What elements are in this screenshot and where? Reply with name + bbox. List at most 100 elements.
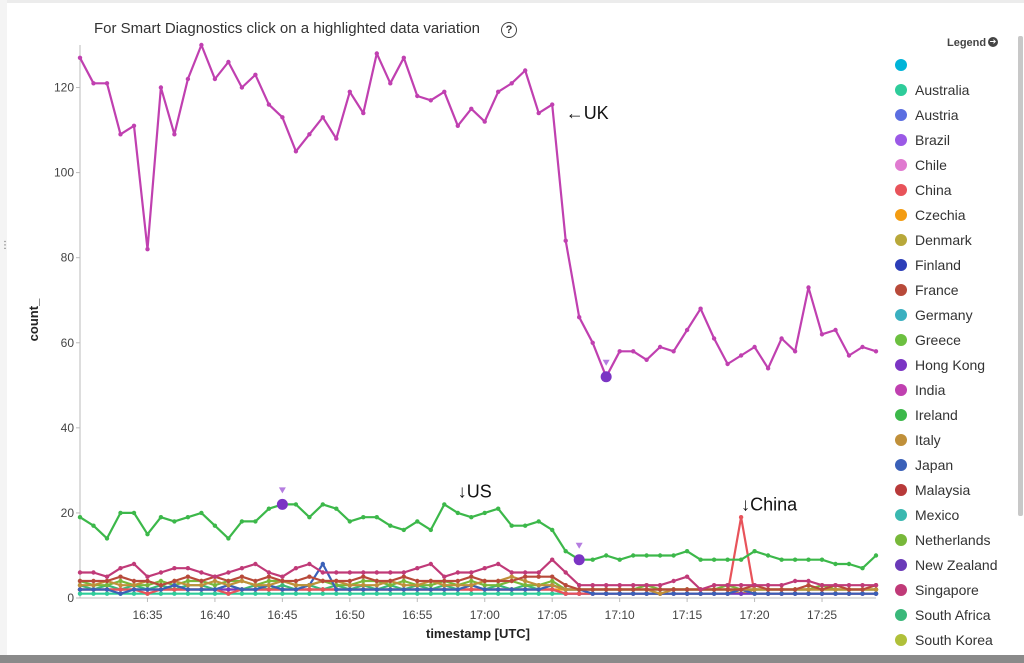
data-point[interactable] [239,519,245,524]
data-point[interactable] [118,587,123,592]
data-point[interactable] [833,587,838,592]
data-point[interactable] [792,587,798,592]
data-point[interactable] [469,591,474,596]
data-point[interactable] [361,515,366,520]
data-point[interactable] [293,578,299,584]
data-point[interactable] [253,587,258,592]
data-point[interactable] [455,510,460,516]
data-point[interactable] [253,583,258,588]
data-point[interactable] [455,570,460,575]
data-point[interactable] [131,561,137,567]
data-point[interactable] [657,587,663,592]
data-point[interactable] [563,549,568,554]
data-point[interactable] [266,574,272,579]
data-point[interactable] [118,591,123,596]
data-point[interactable] [266,591,272,596]
data-point[interactable] [415,587,420,592]
data-point[interactable] [104,81,110,86]
data-point[interactable] [361,591,366,596]
data-point[interactable] [239,591,245,596]
highlighted-variation-point[interactable] [276,498,288,510]
data-point[interactable] [509,523,514,528]
data-point[interactable] [657,553,663,558]
data-point[interactable] [604,591,609,596]
data-point[interactable] [631,553,636,558]
data-point[interactable] [226,536,231,541]
data-point[interactable] [604,553,609,558]
legend-item[interactable]: South Korea [895,627,998,652]
data-point[interactable] [199,587,204,592]
data-point[interactable] [644,583,649,588]
data-point[interactable] [91,578,96,584]
data-point[interactable] [469,574,474,579]
data-point[interactable] [172,591,177,596]
data-point[interactable] [819,332,825,337]
data-point[interactable] [239,587,245,592]
data-point[interactable] [145,578,150,584]
data-point[interactable] [334,570,339,575]
data-point[interactable] [860,591,865,596]
data-point[interactable] [455,591,460,596]
data-point[interactable] [266,506,272,511]
data-point[interactable] [266,587,272,592]
data-point[interactable] [765,583,771,588]
data-point[interactable] [873,553,879,558]
data-point[interactable] [469,106,474,112]
data-point[interactable] [671,553,676,558]
data-point[interactable] [77,591,83,596]
data-point[interactable] [846,591,852,596]
question-circle-icon[interactable]: ? [501,22,517,38]
data-point[interactable] [577,587,582,592]
data-point[interactable] [388,570,393,575]
data-point[interactable] [765,366,771,371]
data-point[interactable] [496,561,501,567]
data-point[interactable] [738,591,744,596]
data-point[interactable] [752,591,757,596]
data-point[interactable] [172,583,177,588]
data-point[interactable] [442,578,447,584]
data-point[interactable] [792,557,798,562]
data-point[interactable] [401,55,406,60]
series-india[interactable] [77,42,879,379]
data-point[interactable] [266,583,272,588]
data-point[interactable] [509,574,514,579]
data-point[interactable] [320,502,325,507]
data-point[interactable] [158,591,164,596]
data-point[interactable] [415,519,420,524]
data-point[interactable] [226,59,231,65]
data-point[interactable] [550,557,555,562]
data-point[interactable] [307,587,312,592]
data-point[interactable] [199,42,204,48]
data-point[interactable] [199,510,204,516]
data-point[interactable] [590,591,595,596]
data-point[interactable] [482,583,487,588]
data-point[interactable] [779,557,784,562]
data-point[interactable] [118,132,123,137]
series-line[interactable] [80,558,876,591]
highlighted-variation-point[interactable] [600,371,612,383]
data-point[interactable] [388,591,393,596]
data-point[interactable] [280,587,285,592]
data-point[interactable] [334,506,339,511]
data-point[interactable] [725,591,730,596]
data-point[interactable] [428,561,433,567]
data-point[interactable] [617,349,622,354]
data-point[interactable] [442,587,447,592]
data-point[interactable] [374,583,379,588]
data-point[interactable] [765,587,771,592]
data-point[interactable] [523,578,528,584]
legend-item[interactable]: Italy [895,427,998,452]
data-point[interactable] [104,578,110,584]
data-point[interactable] [347,591,352,596]
series-line[interactable] [79,43,877,378]
data-point[interactable] [779,583,784,588]
data-point[interactable] [469,570,474,575]
legend-item[interactable]: Australia [895,77,998,102]
data-point[interactable] [185,578,191,584]
data-point[interactable] [388,587,393,592]
data-point[interactable] [293,587,299,592]
data-point[interactable] [590,557,595,562]
data-point[interactable] [91,583,96,588]
data-point[interactable] [212,587,218,592]
data-point[interactable] [698,591,703,596]
